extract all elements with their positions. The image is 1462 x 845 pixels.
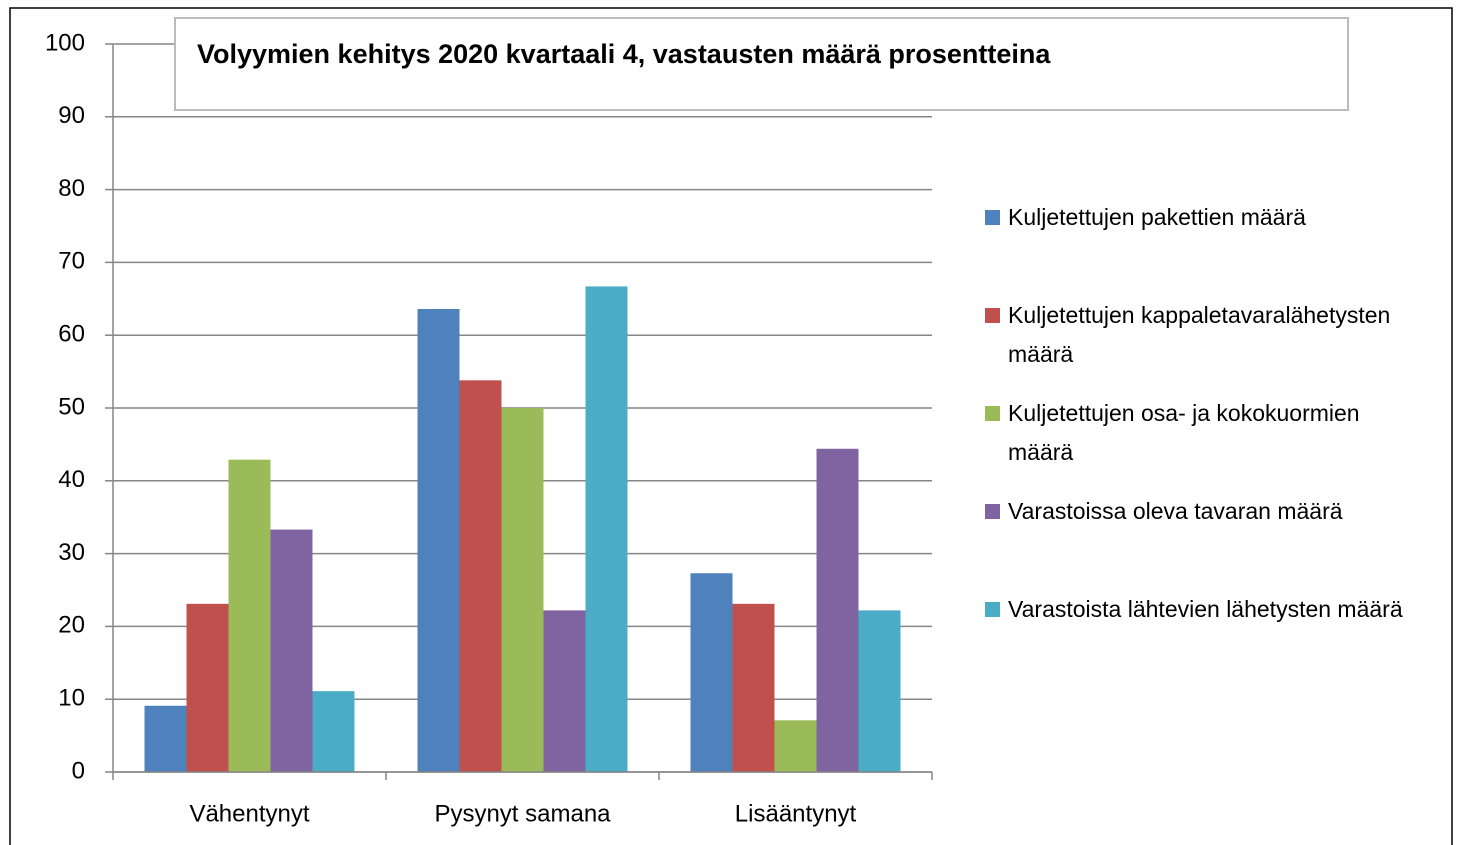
bar [312,691,355,772]
y-tick-label: 90 [58,102,85,129]
legend-label: Kuljetettujen kappaletavaralähetysten mä… [1008,302,1391,367]
bar [690,573,733,772]
y-tick-label: 100 [45,29,85,56]
bar [774,720,817,772]
y-tick-label: 50 [58,393,85,420]
bar [228,459,271,772]
bar [585,286,628,772]
bar [144,705,187,772]
legend-swatch [985,504,1000,519]
legend-swatch [985,210,1000,225]
bar [858,610,901,772]
y-tick-label: 80 [58,175,85,202]
y-tick-label: 30 [58,539,85,566]
chart-frame [9,7,1453,845]
x-tick-label: Vähentynyt [189,800,309,827]
legend-item: Varastoista lähtevien lähetysten määrä [985,590,1430,629]
y-tick-label: 60 [58,321,85,348]
bar [732,603,775,772]
legend-label: Varastoissa oleva tavaran määrä [1008,498,1343,524]
bar [816,448,859,772]
chart-title: Volyymien kehitys 2020 kvartaali 4, vast… [197,39,1051,69]
legend-swatch [985,602,1000,617]
bar [186,603,229,772]
title-box [174,17,1349,111]
bar [417,308,460,772]
y-tick-label: 0 [72,757,85,784]
y-tick-label: 10 [58,685,85,712]
x-tick-label: Pysynyt samana [434,800,611,827]
legend-swatch [985,406,1000,421]
y-tick-label: 70 [58,248,85,275]
legend-label: Varastoista lähtevien lähetysten määrä [1008,596,1403,622]
y-tick-label: 20 [58,612,85,639]
y-tick-label: 40 [58,466,85,493]
legend-item: Kuljetettujen pakettien määrä [985,198,1430,237]
bar [459,380,502,772]
legend-item: Kuljetettujen kappaletavaralähetysten mä… [985,296,1430,374]
plot-area: 0 10 20 30 40 50 60 70 80 90 100 Vähentynyt Pysynyt … [45,29,933,827]
legend-swatch [985,308,1000,323]
bar [543,610,586,772]
legend-item: Varastoissa oleva tavaran määrä [985,492,1430,531]
legend-label: Kuljetettujen pakettien määrä [1008,204,1306,230]
legend-item: Kuljetettujen osa- ja kokokuormien määrä [985,394,1430,472]
bar [501,408,544,772]
legend-label: Kuljetettujen osa- ja kokokuormien määrä [1008,400,1360,465]
bar [270,529,313,772]
x-tick-label: Lisääntynyt [735,800,857,827]
